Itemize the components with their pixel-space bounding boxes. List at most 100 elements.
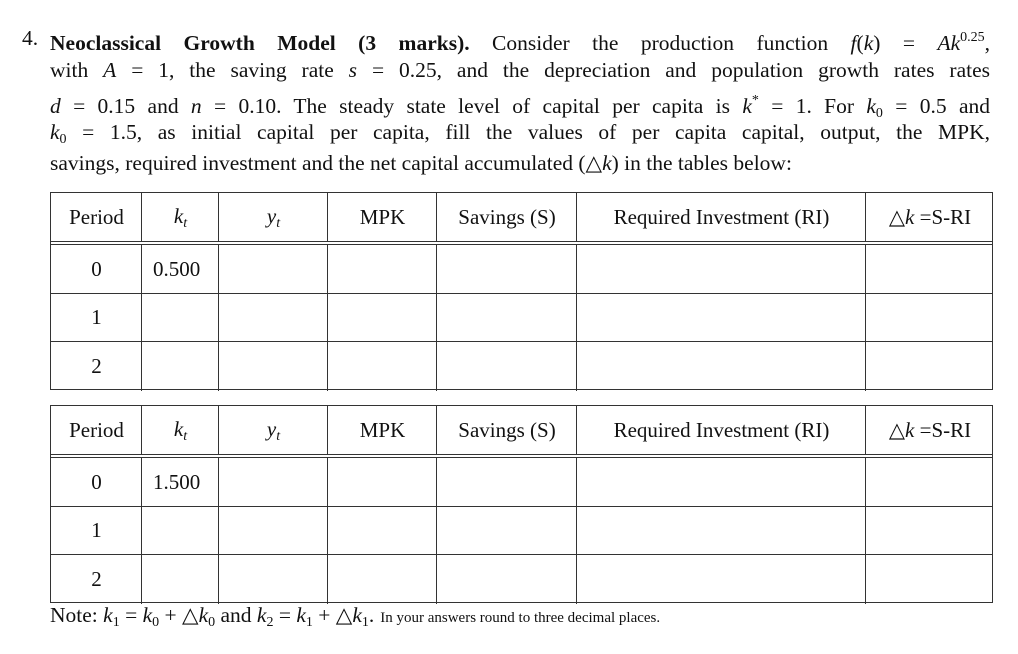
- column-rule: [576, 406, 577, 455]
- column-rule: [327, 193, 328, 242]
- header-text: △k =S-RI: [889, 205, 971, 230]
- header-cell: Period: [51, 406, 142, 455]
- column-rule: [436, 406, 437, 455]
- table-cell: 1: [91, 518, 102, 543]
- math: k: [866, 94, 876, 118]
- table-cell: 1.500: [153, 469, 201, 494]
- question-line: d = 0.15 and n = 0.10. The steady state …: [50, 88, 990, 127]
- text: ) =: [873, 31, 938, 55]
- column-rule: [576, 193, 577, 242]
- question-line: with A = 1, the saving rate s = 0.25, an…: [50, 57, 990, 83]
- math: y: [266, 416, 277, 441]
- subscript: t: [183, 428, 188, 444]
- text: △: [888, 418, 906, 442]
- text: .: [368, 603, 375, 627]
- row-rule: [51, 505, 992, 507]
- text: = 0.10. The steady state level of capita…: [201, 94, 743, 118]
- column-rule: [865, 406, 866, 455]
- question-title: Neoclassical Growth Model (3 marks).: [50, 31, 470, 55]
- subscript: t: [276, 428, 281, 444]
- math: d: [50, 94, 61, 118]
- text: Note:: [50, 603, 104, 627]
- math: n: [190, 94, 202, 118]
- column-rule: [218, 245, 219, 391]
- text: (: [856, 31, 864, 55]
- row-rule: [51, 244, 992, 245]
- table: Period kt yt MPK Savings (S) Required Investm…: [50, 405, 994, 604]
- table: Period kt yt MPK Savings (S) Required Investm…: [50, 192, 994, 391]
- header-text: yt: [267, 417, 280, 445]
- column-rule: [141, 193, 142, 242]
- subscript: t: [183, 215, 188, 231]
- math: k: [256, 603, 267, 627]
- subscript: 1: [112, 615, 120, 630]
- math: s: [348, 58, 358, 82]
- text: + △: [312, 603, 353, 627]
- row-rule: [51, 454, 992, 455]
- column-rule: [436, 193, 437, 242]
- text: Period: [69, 205, 124, 229]
- subscript: 1: [305, 615, 313, 630]
- header-text: Required Investment (RI): [614, 205, 830, 230]
- text: =: [273, 603, 297, 627]
- header-cell: yt: [219, 406, 328, 455]
- math: k: [103, 603, 113, 627]
- header-text: Savings (S): [458, 418, 555, 443]
- header-text: kt: [174, 204, 187, 232]
- text: Period: [69, 418, 124, 442]
- note: Note: k1 = k0 + △k0 and k2 = k1 + △k1. In…: [50, 602, 990, 636]
- text: with: [50, 58, 104, 82]
- header-cell: △k =S-RI: [866, 193, 994, 242]
- text: =S-RI: [914, 418, 972, 442]
- math: k: [296, 603, 306, 627]
- text: Savings (S): [458, 205, 556, 229]
- text: = 0.15 and: [60, 94, 191, 118]
- subscript: 0: [59, 132, 67, 147]
- number: 4.: [22, 26, 39, 50]
- column-rule: [327, 458, 328, 604]
- header-cell: Required Investment (RI): [577, 406, 866, 455]
- text: = 1.5, as initial capital per capita, fi…: [66, 120, 990, 144]
- math: k: [352, 603, 362, 627]
- text: = 1. For: [758, 94, 867, 118]
- question-line: k0 = 1.5, as initial capital per capita,…: [50, 119, 990, 153]
- column-rule: [141, 406, 142, 455]
- text: =: [119, 603, 143, 627]
- math: k: [905, 418, 915, 442]
- math: k: [742, 94, 752, 118]
- text: MPK: [359, 418, 406, 442]
- math: Ak: [937, 31, 961, 55]
- header-cell: △k =S-RI: [866, 406, 994, 455]
- column-rule: [576, 458, 577, 604]
- column-rule: [436, 458, 437, 604]
- column-rule: [436, 245, 437, 391]
- math: k: [173, 416, 184, 441]
- column-rule: [218, 193, 219, 242]
- math: k: [173, 203, 184, 228]
- text: =S-RI: [914, 205, 972, 229]
- text: = 0.5 and: [882, 94, 990, 118]
- header-text: MPK: [360, 418, 406, 443]
- table-cell: 1: [91, 305, 102, 330]
- header-cell: kt: [142, 406, 219, 455]
- row-rule: [51, 554, 992, 555]
- column-rule: [141, 245, 142, 391]
- column-rule: [327, 245, 328, 391]
- math: f: [850, 31, 857, 55]
- superscript: 0.25: [960, 30, 985, 45]
- math: k: [142, 603, 153, 627]
- subscript: 0: [875, 106, 883, 121]
- header-text: Period: [69, 205, 124, 230]
- row-rule: [51, 457, 992, 458]
- text: and: [215, 603, 257, 627]
- header-cell: MPK: [328, 406, 437, 455]
- table-cell: 2: [91, 566, 102, 591]
- text: = 1, the saving rate: [116, 58, 349, 82]
- column-rule: [327, 406, 328, 455]
- header-cell: Required Investment (RI): [577, 193, 866, 242]
- header-text: △k =S-RI: [889, 418, 971, 443]
- question-number: 4.: [22, 25, 52, 51]
- text: Required Investment (RI): [613, 418, 830, 442]
- column-rule: [865, 458, 866, 604]
- table-cell: 0.500: [153, 256, 201, 281]
